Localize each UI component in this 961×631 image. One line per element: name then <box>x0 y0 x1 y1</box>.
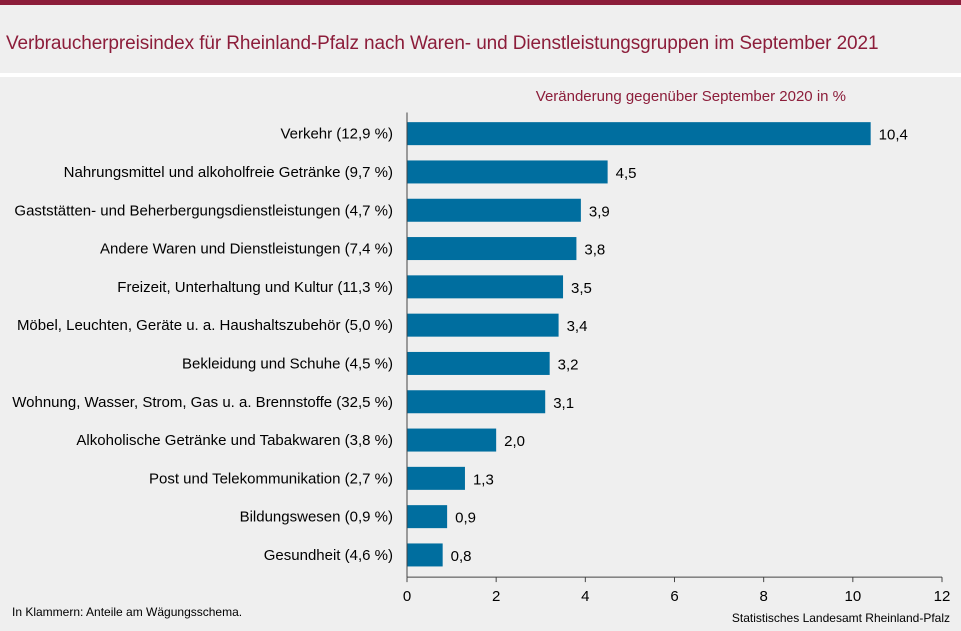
bar <box>407 313 559 337</box>
bar <box>407 122 871 146</box>
bar <box>407 390 546 414</box>
value-label: 0,8 <box>451 548 472 565</box>
value-label: 3,4 <box>567 318 588 335</box>
x-tick-label: 4 <box>581 588 589 605</box>
bar <box>407 505 448 529</box>
category-labels: Verkehr (12,9 %) Nahrungsmittel und alkoh… <box>12 126 393 564</box>
value-label: 3,2 <box>558 356 579 373</box>
bar <box>407 237 577 261</box>
category-label: Nahrungsmittel und alkoholfreie Getränke… <box>64 164 393 181</box>
bar <box>407 428 497 452</box>
bar <box>407 466 465 490</box>
value-label: 1,3 <box>473 471 494 488</box>
bars <box>407 122 871 567</box>
category-label: Andere Waren und Dienstleistungen (7,4 %… <box>100 241 393 258</box>
category-label: Post und Telekommunikation (2,7 %) <box>149 470 393 487</box>
value-label: 0,9 <box>455 510 476 527</box>
x-axis: 0 2 4 6 8 10 12 <box>403 112 951 605</box>
source-credit: Statistisches Landesamt Rheinland-Pfalz <box>732 611 950 625</box>
x-tick-label: 2 <box>492 588 500 605</box>
x-tick-label: 8 <box>759 588 767 605</box>
category-label: Möbel, Leuchten, Geräte u. a. Haushaltsz… <box>17 317 393 334</box>
value-labels: 10,4 4,5 3,9 3,8 3,5 3,4 3,2 3,1 2,0 1,3 0,9 0,8 <box>451 127 908 565</box>
category-label: Gaststätten- und Beherbergungsdienstleis… <box>14 202 393 219</box>
x-tick-label: 10 <box>844 588 861 605</box>
category-label: Alkoholische Getränke und Tabakwaren (3,… <box>76 432 393 449</box>
category-label: Freizeit, Unterhaltung und Kultur (11,3 … <box>117 279 393 296</box>
chart-subtitle: Veränderung gegenüber September 2020 in … <box>536 88 846 105</box>
value-label: 3,1 <box>553 395 574 412</box>
x-tick-label: 6 <box>670 588 678 605</box>
bar <box>407 351 550 375</box>
bar <box>407 160 608 184</box>
title-divider <box>0 73 961 77</box>
value-label: 3,9 <box>589 203 610 220</box>
x-tick-label: 0 <box>403 588 411 605</box>
bar <box>407 198 581 222</box>
value-label: 10,4 <box>879 127 908 144</box>
category-label: Bekleidung und Schuhe (4,5 %) <box>182 355 393 372</box>
category-label: Verkehr (12,9 %) <box>280 126 393 143</box>
value-label: 3,5 <box>571 280 592 297</box>
x-tick-label: 12 <box>934 588 951 605</box>
value-label: 4,5 <box>616 165 637 182</box>
title-strip: Verbraucherpreisindex für Rheinland-Pfal… <box>0 5 961 73</box>
value-label: 3,8 <box>584 242 605 259</box>
category-label: Wohnung, Wasser, Strom, Gas u. a. Brenns… <box>12 394 393 411</box>
value-label: 2,0 <box>504 433 525 450</box>
footnote: In Klammern: Anteile am Wägungsschema. <box>12 605 242 619</box>
category-label: Bildungswesen (0,9 %) <box>240 509 393 526</box>
bar <box>407 543 443 567</box>
category-label: Gesundheit (4,6 %) <box>264 547 393 564</box>
chart-title: Verbraucherpreisindex für Rheinland-Pfal… <box>6 33 879 54</box>
bar <box>407 275 564 299</box>
top-accent-bar <box>0 0 961 5</box>
